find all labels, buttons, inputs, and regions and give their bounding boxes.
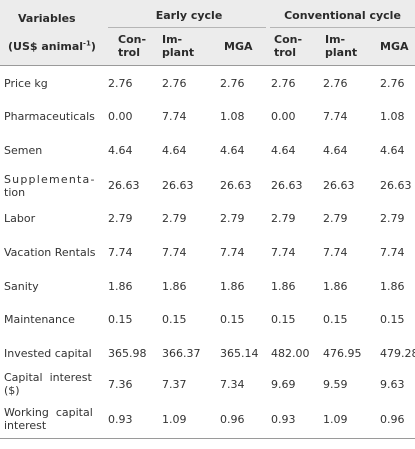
col-header-early-implant: Im-plant xyxy=(162,33,195,59)
table-cell: 7.74 xyxy=(323,246,348,259)
table-cell: 2.76 xyxy=(108,77,133,90)
row-label-line: Working capital xyxy=(4,406,93,419)
table-cell: 0.15 xyxy=(220,313,245,326)
row-label: Maintenance xyxy=(4,313,75,326)
header-variables: Variables xyxy=(18,12,76,25)
table-cell: 1.08 xyxy=(220,110,245,123)
table-cell: 2.79 xyxy=(271,212,296,225)
table-cell: 9.63 xyxy=(380,378,405,391)
table-cell: 1.86 xyxy=(380,280,405,293)
table-cell: 26.63 xyxy=(323,179,355,192)
table-cell: 366.37 xyxy=(162,347,201,360)
table-cell: 7.74 xyxy=(162,110,187,123)
table-cell: 1.86 xyxy=(162,280,187,293)
table-cell: 2.76 xyxy=(323,77,348,90)
table-cell: 0.96 xyxy=(220,413,245,426)
table-cell: 26.63 xyxy=(108,179,140,192)
group-underline-early xyxy=(108,27,266,28)
table-cell: 7.74 xyxy=(108,246,133,259)
table-cell: 0.00 xyxy=(271,110,296,123)
table-cell: 7.37 xyxy=(162,378,187,391)
header-group-conventional: Conventional cycle xyxy=(284,9,401,22)
table-cell: 482.00 xyxy=(271,347,310,360)
table-cell: 476.95 xyxy=(323,347,362,360)
table-cell: 0.00 xyxy=(108,110,133,123)
table-cell: 2.76 xyxy=(271,77,296,90)
table-cell: 365.14 xyxy=(220,347,259,360)
col-header-early-control: Con-trol xyxy=(118,33,147,59)
table-cell: 0.15 xyxy=(108,313,133,326)
table-cell: 0.15 xyxy=(271,313,296,326)
table-cell: 2.76 xyxy=(162,77,187,90)
table-bottom-rule xyxy=(0,438,415,439)
table-cell: 2.79 xyxy=(323,212,348,225)
table-cell: 365.98 xyxy=(108,347,147,360)
row-label-line: Supplementa- xyxy=(4,173,96,186)
table-cell: 7.74 xyxy=(380,246,405,259)
table-cell: 4.64 xyxy=(380,144,405,157)
table-cell: 26.63 xyxy=(220,179,252,192)
table-cell: 4.64 xyxy=(271,144,296,157)
row-label: Supplementa-tion xyxy=(4,173,99,199)
table-cell: 7.34 xyxy=(220,378,245,391)
row-label: Sanity xyxy=(4,280,39,293)
table-cell: 1.09 xyxy=(162,413,187,426)
table-cell: 0.93 xyxy=(271,413,296,426)
table-cell: 7.74 xyxy=(271,246,296,259)
table-cell: 1.86 xyxy=(108,280,133,293)
table-cell: 7.36 xyxy=(108,378,133,391)
table-cell: 2.79 xyxy=(108,212,133,225)
table-cell: 1.86 xyxy=(323,280,348,293)
row-label: Pharmaceuticals xyxy=(4,110,95,123)
table-cell: 2.79 xyxy=(162,212,187,225)
group-underline-conventional xyxy=(270,27,415,28)
row-label: Vacation Rentals xyxy=(4,246,96,259)
table-cell: 1.09 xyxy=(323,413,348,426)
row-label-line: Capital interest xyxy=(4,371,92,384)
row-label: Labor xyxy=(4,212,36,225)
table-cell: 26.63 xyxy=(380,179,412,192)
table-cell: 7.74 xyxy=(323,110,348,123)
table-cell: 2.79 xyxy=(220,212,245,225)
table-cell: 0.15 xyxy=(162,313,187,326)
table-cell: 0.15 xyxy=(323,313,348,326)
table-cell: 2.79 xyxy=(380,212,405,225)
row-label: Price kg xyxy=(4,77,48,90)
table-cell: 26.63 xyxy=(162,179,194,192)
table-cell: 7.74 xyxy=(220,246,245,259)
table-cell: 9.59 xyxy=(323,378,348,391)
table-cell: 0.15 xyxy=(380,313,405,326)
table-cell: 9.69 xyxy=(271,378,296,391)
table-cell: 479.28 xyxy=(380,347,415,360)
header-bottom-rule xyxy=(0,65,415,66)
header-units: (US$ animal-1) xyxy=(8,39,96,53)
table-cell: 7.74 xyxy=(162,246,187,259)
row-label: Capital interest ($) xyxy=(4,371,99,397)
table-cell: 2.76 xyxy=(220,77,245,90)
table-cell: 1.86 xyxy=(271,280,296,293)
row-label-line: tion xyxy=(4,186,26,199)
col-header-conv-control: Con-trol xyxy=(274,33,303,59)
col-header-conv-implant: Im-plant xyxy=(325,33,358,59)
table-header xyxy=(0,0,415,65)
header-group-early: Early cycle xyxy=(155,9,223,22)
col-header-early-mga: MGA xyxy=(224,40,253,53)
table-cell: 4.64 xyxy=(108,144,133,157)
row-label-line: ($) xyxy=(4,384,20,397)
table-cell: 1.08 xyxy=(380,110,405,123)
row-label: Invested capital xyxy=(4,347,92,360)
row-label: Semen xyxy=(4,144,43,157)
row-label: Working capital interest xyxy=(4,406,99,432)
table-cell: 4.64 xyxy=(323,144,348,157)
table-cell: 4.64 xyxy=(162,144,187,157)
table-cell: 26.63 xyxy=(271,179,303,192)
table-cell: 4.64 xyxy=(220,144,245,157)
row-label-line: interest xyxy=(4,419,47,432)
table-cell: 2.76 xyxy=(380,77,405,90)
table-cell: 1.86 xyxy=(220,280,245,293)
table-cell: 0.96 xyxy=(380,413,405,426)
table-cell: 0.93 xyxy=(108,413,133,426)
col-header-conv-mga: MGA xyxy=(380,40,409,53)
